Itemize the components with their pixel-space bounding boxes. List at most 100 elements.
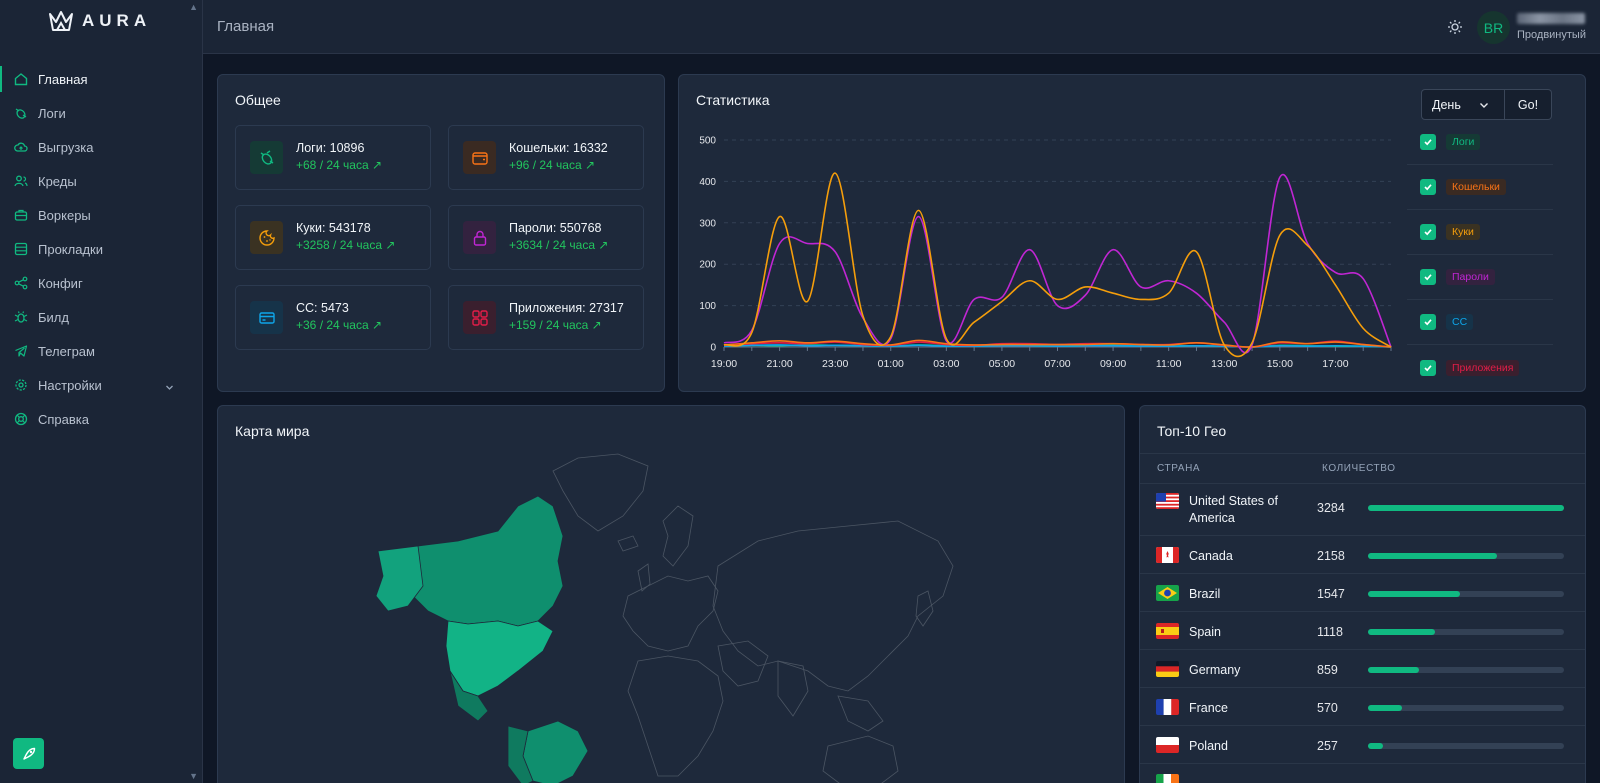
avatar[interactable]: BR <box>1477 11 1510 44</box>
brand-logo[interactable]: AURA <box>48 10 151 32</box>
map-brazil <box>522 720 589 783</box>
sidebar-scroll-down-icon[interactable]: ▼ <box>189 771 198 781</box>
stat-card-logs[interactable]: Логи: 10896 +68 / 24 часа ↗ <box>235 125 431 190</box>
sidebar-item-label: Воркеры <box>38 207 91 223</box>
stat-label: CC: 5473 <box>296 301 349 315</box>
series-line-5 <box>723 344 1392 348</box>
table-row[interactable]: United States of America 3284 <box>1140 483 1585 535</box>
divider <box>1140 453 1585 454</box>
series-toggle-logs[interactable]: Логи <box>1407 120 1553 165</box>
username-blurred[interactable] <box>1517 13 1585 24</box>
sidebar-item-logs[interactable]: Логи <box>0 96 202 130</box>
column-header-country[interactable]: СТРАНА <box>1157 463 1201 474</box>
stat-delta: +96 / 24 часа ↗ <box>509 158 596 172</box>
series-chip: CC <box>1446 314 1474 330</box>
statistics-line-chart: 0 100 200 300 400 500 19:00 21:00 23:00 01:00 03:0… <box>699 136 1392 370</box>
series-toggle-passwords[interactable]: Пароли <box>1407 255 1553 300</box>
map-usa <box>445 620 554 697</box>
wallet-icon <box>463 141 496 174</box>
stat-card-cc[interactable]: CC: 5473 +36 / 24 часа ↗ <box>235 285 431 350</box>
table-row[interactable]: Brazil 1547 <box>1140 573 1585 611</box>
sidebar-item-settings[interactable]: Настройки <box>0 368 202 402</box>
table-row[interactable]: Canada 2158 <box>1140 535 1585 573</box>
statistics-card: Статистика 0 100 200 300 400 500 19:00 21:00 23:… <box>678 74 1586 392</box>
series-line-3 <box>723 172 1392 358</box>
world-map[interactable] <box>218 446 1124 783</box>
series-line-2 <box>723 339 1392 348</box>
rocket-button[interactable] <box>13 738 44 769</box>
map-india <box>777 660 809 717</box>
checkbox-checked-icon[interactable] <box>1420 179 1436 195</box>
series-toggle-cookies[interactable]: Куки <box>1407 210 1553 255</box>
series-toggle-apps[interactable]: Приложения <box>1407 345 1553 390</box>
checkbox-checked-icon[interactable] <box>1420 314 1436 330</box>
chevron-down-icon[interactable] <box>165 380 174 395</box>
count-bar-fill <box>1368 553 1497 559</box>
trend-up-icon: ↗ <box>385 238 396 252</box>
trend-up-icon: ↗ <box>371 158 383 172</box>
sidebar-item-label: Логи <box>38 105 66 121</box>
checkbox-checked-icon[interactable] <box>1420 134 1436 150</box>
x-tick-label: 11:00 <box>1156 358 1182 370</box>
country-name: Canada <box>1189 549 1233 563</box>
count-bar-fill <box>1368 505 1564 511</box>
map-greenland <box>552 453 649 532</box>
count-bar <box>1368 743 1564 749</box>
column-header-count[interactable]: КОЛИЧЕСТВО <box>1322 463 1396 474</box>
world-map-title: Карта мира <box>235 423 310 439</box>
period-select[interactable]: День <box>1421 89 1505 120</box>
table-row-partial[interactable] <box>1140 763 1585 783</box>
stat-card-apps[interactable]: Приложения: 27317 +159 / 24 часа ↗ <box>448 285 644 350</box>
map-middle-east <box>717 640 769 687</box>
table-row[interactable]: France 570 <box>1140 687 1585 725</box>
series-toggle-wallets[interactable]: Кошельки <box>1407 165 1553 210</box>
theme-toggle-button[interactable] <box>1447 19 1463 35</box>
sidebar-item-creds[interactable]: Креды <box>0 164 202 198</box>
table-row[interactable]: Poland 257 <box>1140 725 1585 763</box>
checkbox-checked-icon[interactable] <box>1420 224 1436 240</box>
go-button[interactable]: Go! <box>1505 89 1552 120</box>
stat-label: Куки: 543178 <box>296 221 371 235</box>
map-south-america <box>507 725 534 783</box>
sidebar-item-help[interactable]: Справка <box>0 402 202 436</box>
sidebar-item-upload[interactable]: Выгрузка <box>0 130 202 164</box>
sidebar-item-label: Выгрузка <box>38 139 94 155</box>
country-name: Brazil <box>1189 587 1221 601</box>
sidebar-item-proxies[interactable]: Прокладки <box>0 232 202 266</box>
sidebar-item-workers[interactable]: Воркеры <box>0 198 202 232</box>
sidebar-item-telegram[interactable]: Телеграм <box>0 334 202 368</box>
sidebar-item-config[interactable]: Конфиг <box>0 266 202 300</box>
sidebar-item-label: Настройки <box>38 377 102 393</box>
overview-title: Общее <box>235 92 281 108</box>
x-tick-label: 17:00 <box>1322 358 1348 370</box>
rocket-icon <box>22 747 35 760</box>
credit-card-icon <box>250 301 283 334</box>
series-toggle-cc[interactable]: CC <box>1407 300 1553 345</box>
count-bar-fill <box>1368 667 1420 673</box>
table-row[interactable]: Germany 859 <box>1140 649 1585 687</box>
checkbox-checked-icon[interactable] <box>1420 269 1436 285</box>
ca-flag <box>1156 547 1179 563</box>
map-scandinavia <box>662 505 694 567</box>
country-name: Spain <box>1189 625 1221 639</box>
sidebar-item-label: Креды <box>38 173 77 189</box>
stat-card-cookies[interactable]: Куки: 543178 +3258 / 24 часа ↗ <box>235 205 431 270</box>
y-tick-label: 500 <box>699 136 716 147</box>
sidebar-item-home[interactable]: Главная <box>0 62 202 96</box>
aura-crown-icon <box>49 11 73 31</box>
sidebar-scroll-up-icon[interactable]: ▲ <box>189 2 198 12</box>
country-name: France <box>1189 701 1228 715</box>
brand-name: AURA <box>82 11 152 30</box>
table-row[interactable]: Spain 1118 <box>1140 611 1585 649</box>
x-tick-label: 15:00 <box>1267 358 1293 370</box>
x-tick-label: 21:00 <box>766 358 792 370</box>
checkbox-checked-icon[interactable] <box>1420 359 1436 376</box>
stat-card-wallets[interactable]: Кошельки: 16332 +96 / 24 часа ↗ <box>448 125 644 190</box>
y-tick-label: 200 <box>699 260 716 271</box>
stat-card-passwords[interactable]: Пароли: 550768 +3634 / 24 часа ↗ <box>448 205 644 270</box>
series-line-4 <box>723 173 1392 354</box>
map-australia <box>822 735 899 783</box>
sidebar-item-build[interactable]: Билд <box>0 300 202 334</box>
stat-delta: +68 / 24 часа ↗ <box>296 158 383 172</box>
